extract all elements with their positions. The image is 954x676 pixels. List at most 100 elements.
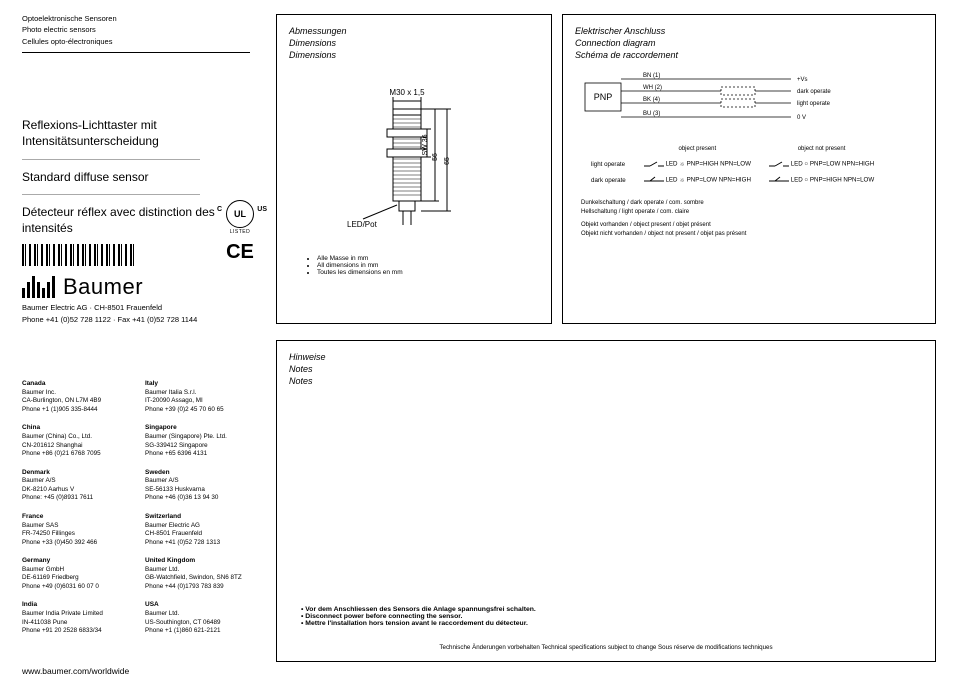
ul-mark-text: UL — [234, 209, 246, 219]
conn-title-en: Connection diagram — [575, 37, 923, 49]
office-entry: SingaporeBaumer (Singapore) Pte. Ltd.SG-… — [145, 424, 250, 458]
office-line: Baumer India Private Limited — [22, 610, 127, 619]
office-line: Baumer (China) Co., Ltd. — [22, 433, 127, 442]
dim-h56: 56 — [432, 153, 439, 161]
conn-notes: Dunkelschaltung / dark operate / com. so… — [581, 199, 923, 239]
hdr-present: object present — [636, 143, 759, 155]
switch-closed-icon — [769, 176, 789, 184]
dim-title-de: Abmessungen — [289, 25, 539, 37]
ce-mark-icon: CE — [226, 241, 254, 264]
header-rule — [22, 52, 250, 53]
offices-col-left: CanadaBaumer Inc.CA-Burlington, ON L7M 4… — [22, 380, 127, 646]
pnp-box-label: PNP — [594, 92, 613, 102]
office-line: Phone +65 6396 4131 — [145, 450, 250, 459]
office-country: Italy — [145, 380, 158, 387]
office-country: Germany — [22, 557, 50, 564]
conn-note-4: Objekt nicht vorhanden / object not pres… — [581, 230, 923, 239]
office-line: CA-Burlington, ON L7M 4B9 — [22, 397, 127, 406]
office-line: CH-8501 Frauenfeld — [145, 530, 250, 539]
office-line: DK-8210 Aarhus V — [22, 486, 127, 495]
office-line: SE-56133 Huskvarna — [145, 486, 250, 495]
office-line: Baumer A/S — [145, 477, 250, 486]
notes-title-fr: Notes — [289, 375, 923, 387]
office-entry: IndiaBaumer India Private LimitedIN-4110… — [22, 601, 127, 635]
notes-title: Hinweise Notes Notes — [277, 341, 935, 387]
header-sub-3: Cellules opto-électroniques — [22, 37, 250, 46]
notes-warnings: • Vor dem Anschliessen des Sensors die A… — [301, 606, 911, 627]
left-column: Optoelektronische Sensoren Photo electri… — [22, 14, 250, 676]
logo: Baumer — [22, 274, 250, 300]
sig-0v: 0 V — [797, 115, 806, 121]
dim-bullet-1: Alle Masse in mm — [317, 255, 551, 262]
wire-wh: WH (2) — [643, 85, 662, 91]
website-url: www.baumer.com/worldwide — [22, 666, 250, 676]
office-entry: FranceBaumer SASFR-74250 FillingesPhone … — [22, 513, 127, 547]
notes-title-en: Notes — [289, 363, 923, 375]
sig-vs: +Vs — [797, 77, 808, 83]
connection-panel: Elektrischer Anschluss Connection diagra… — [562, 14, 936, 324]
office-entry: SwitzerlandBaumer Electric AGCH-8501 Fra… — [145, 513, 250, 547]
office-country: Switzerland — [145, 513, 181, 520]
row-dark-operate: dark operate LED ☼ PNP=LOW NPN=HIGH LED … — [583, 173, 882, 187]
dimensions-panel: Abmessungen Dimensions Dimensions — [276, 14, 552, 324]
office-line: Baumer GmbH — [22, 566, 127, 575]
office-line: Phone +1 (1)905 335-8444 — [22, 406, 127, 415]
office-line: Baumer A/S — [22, 477, 127, 486]
office-entry: ItalyBaumer Italia S.r.l.IT-20090 Assago… — [145, 380, 250, 414]
conn-note-3: Objekt vorhanden / object present / obje… — [581, 221, 923, 230]
office-country: Denmark — [22, 469, 50, 476]
company-address: Baumer Electric AG · CH-8501 Frauenfeld — [22, 303, 250, 312]
office-line: IN-411038 Pune — [22, 619, 127, 628]
office-line: Phone +49 (0)6031 60 07 0 — [22, 583, 127, 592]
cell-dark-b: LED ○ PNP=HIGH NPN=LOW — [791, 177, 875, 184]
office-line: Baumer (Singapore) Pte. Ltd. — [145, 433, 250, 442]
wire-bk: BK (4) — [643, 97, 660, 103]
conn-title: Elektrischer Anschluss Connection diagra… — [563, 15, 935, 61]
dim-title-en: Dimensions — [289, 37, 539, 49]
sig-light: light operate — [797, 101, 831, 107]
office-line: Phone +86 (0)21 6768 7095 — [22, 450, 127, 459]
office-line: Phone: +45 (0)8931 7611 — [22, 494, 127, 503]
office-line: US-Southington, CT 06489 — [145, 619, 250, 628]
office-line: Baumer Ltd. — [145, 610, 250, 619]
office-country: USA — [145, 601, 159, 608]
barcode-icon — [22, 244, 136, 266]
switch-open-icon — [769, 160, 789, 168]
office-line: Baumer SAS — [22, 522, 127, 531]
office-line: Phone +39 (0)2 45 70 60 65 — [145, 406, 250, 415]
cell-dark-a: LED ☼ PNP=LOW NPN=HIGH — [665, 177, 750, 184]
switch-open-icon — [644, 160, 664, 168]
product-title-de: Reflexions-Lichttaster mit Intensitätsun… — [22, 117, 250, 149]
ul-mark-icon: UL — [226, 200, 254, 228]
product-title-fr: Détecteur réflex avec distinction des in… — [22, 204, 250, 236]
dim-bullets: Alle Masse in mm All dimensions in mm To… — [277, 255, 551, 276]
office-line: Phone +33 (0)450 392 466 — [22, 539, 127, 548]
dim-h65: 65 — [444, 157, 451, 165]
office-entry: SwedenBaumer A/SSE-56133 HuskvarnaPhone … — [145, 469, 250, 503]
office-line: Phone +41 (0)52 728 1313 — [145, 539, 250, 548]
conn-title-de: Elektrischer Anschluss — [575, 25, 923, 37]
row-label-light: light operate — [583, 157, 634, 171]
office-entry: USABaumer Ltd.US-Southington, CT 06489Ph… — [145, 601, 250, 635]
office-line: Phone +44 (0)1793 783 839 — [145, 583, 250, 592]
row-light-operate: light operate LED ☼ PNP=HIGH NPN=LOW LED… — [583, 157, 882, 171]
sig-dark: dark operate — [797, 89, 831, 95]
office-entry: CanadaBaumer Inc.CA-Burlington, ON L7M 4… — [22, 380, 127, 414]
office-entry: DenmarkBaumer A/SDK-8210 Aarhus VPhone: … — [22, 469, 127, 503]
ul-listed-text: LISTED — [226, 229, 254, 235]
offices-col-right: ItalyBaumer Italia S.r.l.IT-20090 Assago… — [145, 380, 250, 646]
cell-light-b: LED ○ PNP=LOW NPN=HIGH — [791, 161, 875, 168]
dim-title: Abmessungen Dimensions Dimensions — [277, 15, 551, 61]
header-sub-1: Optoelektronische Sensoren — [22, 14, 250, 23]
office-line: FR-74250 Fillinges — [22, 530, 127, 539]
dim-thread: M30 x 1,5 — [389, 88, 425, 97]
dim-title-fr: Dimensions — [289, 49, 539, 61]
switch-closed-icon — [644, 176, 664, 184]
wiring-diagram-icon: PNP BN (1) WH (2) BK (4) BU (3) +Vs dark… — [581, 69, 881, 131]
warn-en: Disconnect power before connecting the s… — [305, 613, 462, 620]
title-sep-2 — [22, 194, 200, 195]
page: Optoelektronische Sensoren Photo electri… — [0, 0, 954, 675]
office-line: Baumer Inc. — [22, 389, 127, 398]
row-label-dark: dark operate — [583, 173, 634, 187]
office-line: IT-20090 Assago, MI — [145, 397, 250, 406]
